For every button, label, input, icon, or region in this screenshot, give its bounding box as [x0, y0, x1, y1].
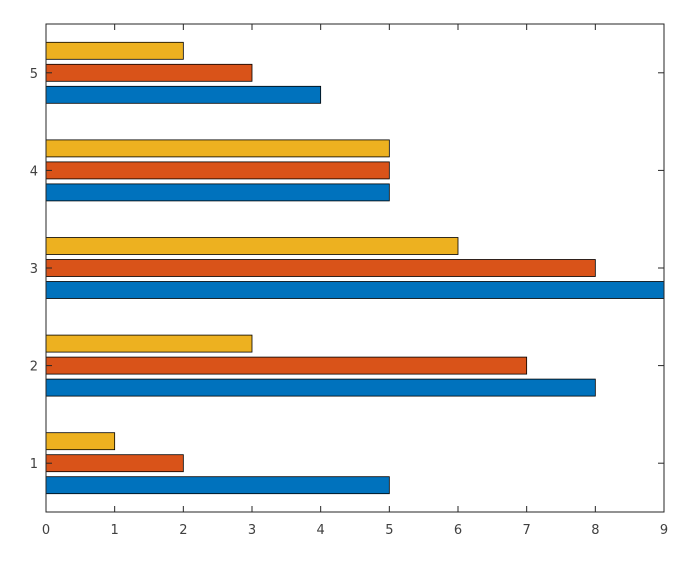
bar-series-1-category-5 — [45, 85, 322, 104]
y-tick-label: 3 — [30, 262, 38, 277]
y-tick-label: 2 — [30, 360, 38, 375]
bar-series-3-category-5 — [45, 41, 184, 60]
bar-series-2-category-3 — [45, 259, 596, 277]
bar-series-1-category-1 — [45, 476, 390, 495]
x-ticks-layer: 0 1 2 3 4 5 6 7 8 9 — [42, 24, 668, 538]
bar-series-3-category-1 — [45, 432, 116, 451]
y-tick-label: 4 — [30, 164, 38, 179]
bar-series-2-category-5 — [45, 63, 253, 82]
x-tick-label: 1 — [111, 523, 119, 538]
bar-series-1-category-2 — [45, 378, 596, 397]
x-tick-label: 5 — [385, 523, 393, 538]
y-tick-label: 5 — [30, 67, 38, 82]
x-tick-label: 7 — [523, 523, 531, 538]
bar-series-3-category-3 — [45, 237, 459, 255]
x-tick-label: 2 — [179, 523, 187, 538]
bar-series-2-category-2 — [45, 356, 528, 375]
x-tick-label: 4 — [317, 523, 325, 538]
bar-series-1-category-4 — [45, 183, 390, 202]
bar-series-2-category-4 — [45, 161, 390, 180]
x-tick-label: 0 — [42, 523, 50, 538]
x-tick-label: 3 — [248, 523, 256, 538]
x-tick-label: 9 — [660, 523, 668, 538]
x-tick-label: 6 — [454, 523, 462, 538]
y-tick-label: 1 — [30, 457, 38, 472]
bar-series-3-category-4 — [45, 139, 390, 158]
x-tick-label: 8 — [591, 523, 599, 538]
y-ticks-layer: 1 2 3 4 5 — [30, 67, 664, 472]
bar-series-3-category-2 — [45, 334, 253, 353]
bars-layer — [45, 41, 665, 495]
bar-series-1-category-3 — [45, 281, 665, 299]
bar-series-2-category-1 — [45, 454, 184, 473]
